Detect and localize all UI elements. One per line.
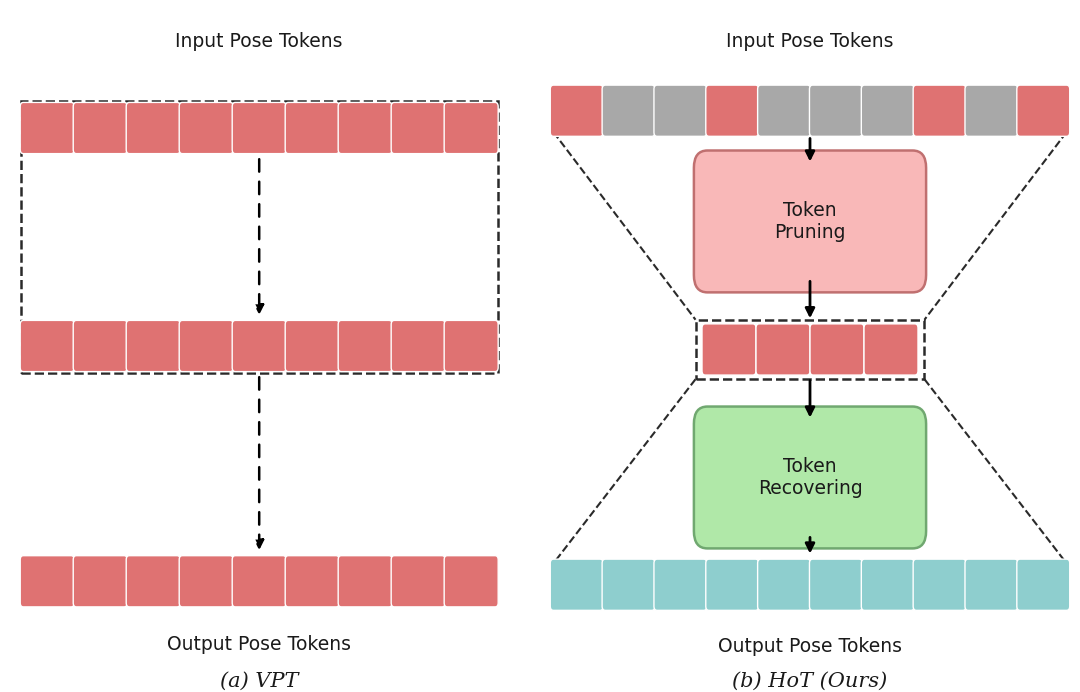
- FancyBboxPatch shape: [603, 85, 654, 136]
- Text: Input Pose Tokens: Input Pose Tokens: [175, 32, 343, 51]
- FancyBboxPatch shape: [338, 102, 392, 154]
- FancyBboxPatch shape: [126, 320, 180, 372]
- FancyBboxPatch shape: [810, 324, 864, 375]
- FancyBboxPatch shape: [73, 556, 127, 607]
- FancyBboxPatch shape: [551, 559, 603, 610]
- FancyBboxPatch shape: [758, 559, 810, 610]
- FancyBboxPatch shape: [966, 559, 1017, 610]
- FancyBboxPatch shape: [914, 559, 966, 610]
- FancyBboxPatch shape: [232, 320, 286, 372]
- FancyBboxPatch shape: [232, 556, 286, 607]
- FancyBboxPatch shape: [603, 559, 654, 610]
- FancyBboxPatch shape: [810, 85, 862, 136]
- FancyBboxPatch shape: [693, 151, 926, 292]
- Text: Token
Pruning: Token Pruning: [774, 201, 846, 242]
- FancyBboxPatch shape: [285, 556, 339, 607]
- FancyBboxPatch shape: [73, 320, 127, 372]
- FancyBboxPatch shape: [126, 556, 180, 607]
- Text: Output Pose Tokens: Output Pose Tokens: [718, 637, 902, 656]
- FancyBboxPatch shape: [391, 320, 445, 372]
- FancyBboxPatch shape: [864, 324, 918, 375]
- FancyBboxPatch shape: [1017, 85, 1069, 136]
- FancyBboxPatch shape: [126, 102, 180, 154]
- FancyBboxPatch shape: [551, 85, 603, 136]
- FancyBboxPatch shape: [693, 407, 926, 548]
- FancyBboxPatch shape: [391, 556, 445, 607]
- FancyBboxPatch shape: [810, 559, 862, 610]
- FancyBboxPatch shape: [21, 556, 75, 607]
- FancyBboxPatch shape: [338, 556, 392, 607]
- FancyBboxPatch shape: [179, 102, 233, 154]
- FancyBboxPatch shape: [862, 559, 914, 610]
- FancyBboxPatch shape: [232, 102, 286, 154]
- FancyBboxPatch shape: [706, 559, 759, 610]
- FancyBboxPatch shape: [862, 85, 914, 136]
- Text: (b) HoT (Ours): (b) HoT (Ours): [732, 672, 888, 691]
- FancyBboxPatch shape: [21, 320, 75, 372]
- FancyBboxPatch shape: [1017, 559, 1069, 610]
- FancyBboxPatch shape: [179, 320, 233, 372]
- FancyBboxPatch shape: [758, 85, 810, 136]
- FancyBboxPatch shape: [444, 320, 498, 372]
- FancyBboxPatch shape: [756, 324, 810, 375]
- Text: (a) VPT: (a) VPT: [220, 672, 298, 691]
- FancyBboxPatch shape: [285, 102, 339, 154]
- FancyBboxPatch shape: [702, 324, 756, 375]
- Bar: [696, 320, 924, 379]
- FancyBboxPatch shape: [21, 102, 75, 154]
- FancyBboxPatch shape: [73, 102, 127, 154]
- FancyBboxPatch shape: [444, 556, 498, 607]
- FancyBboxPatch shape: [285, 320, 339, 372]
- Text: Token
Recovering: Token Recovering: [758, 457, 862, 498]
- FancyBboxPatch shape: [391, 102, 445, 154]
- FancyBboxPatch shape: [179, 556, 233, 607]
- FancyBboxPatch shape: [338, 320, 392, 372]
- FancyBboxPatch shape: [706, 85, 759, 136]
- FancyBboxPatch shape: [653, 85, 706, 136]
- FancyBboxPatch shape: [966, 85, 1017, 136]
- FancyBboxPatch shape: [653, 559, 706, 610]
- Text: Input Pose Tokens: Input Pose Tokens: [726, 32, 894, 51]
- Bar: [21, 101, 498, 373]
- FancyBboxPatch shape: [444, 102, 498, 154]
- FancyBboxPatch shape: [914, 85, 966, 136]
- Text: Output Pose Tokens: Output Pose Tokens: [167, 635, 351, 655]
